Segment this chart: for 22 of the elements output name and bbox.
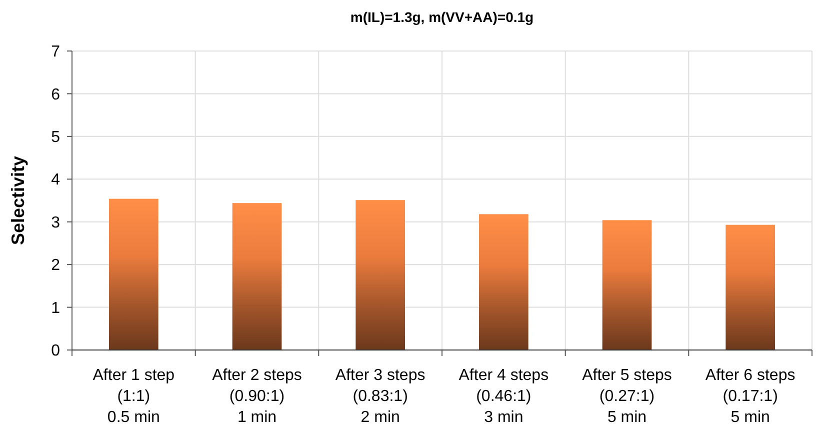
x-tick-label: After 4 steps (0.46:1) 3 min bbox=[458, 367, 549, 426]
x-tick-label: After 5 steps (0.27:1) 5 min bbox=[582, 367, 672, 426]
bar bbox=[602, 220, 652, 350]
y-axis-title: Selectivity bbox=[8, 156, 28, 246]
y-tick-label: 3 bbox=[51, 214, 60, 232]
x-tick-label: After 2 steps (0.90:1) 1 min bbox=[212, 367, 302, 426]
y-tick-label: 5 bbox=[51, 129, 60, 146]
bar bbox=[726, 224, 775, 350]
bar bbox=[479, 214, 528, 350]
y-tick-label: 7 bbox=[51, 44, 60, 61]
x-tick-label: After 6 steps (0.17:1) 5 min bbox=[705, 367, 796, 426]
y-tick-label: 2 bbox=[51, 257, 60, 274]
x-tick-label: After 3 steps (0.83:1) 2 min bbox=[335, 367, 426, 426]
chart-title: m(IL)=1.3g, m(VV+AA)=0.1g bbox=[350, 9, 534, 25]
x-tick-label: After 1 step (1:1) 0.5 min bbox=[92, 367, 175, 426]
bar bbox=[109, 198, 158, 350]
y-tick-label: 4 bbox=[51, 172, 60, 189]
y-tick-label: 0 bbox=[51, 342, 60, 360]
y-tick-label: 6 bbox=[51, 86, 60, 104]
y-tick-label: 1 bbox=[51, 300, 60, 317]
bar bbox=[356, 200, 405, 350]
bar bbox=[232, 203, 282, 350]
